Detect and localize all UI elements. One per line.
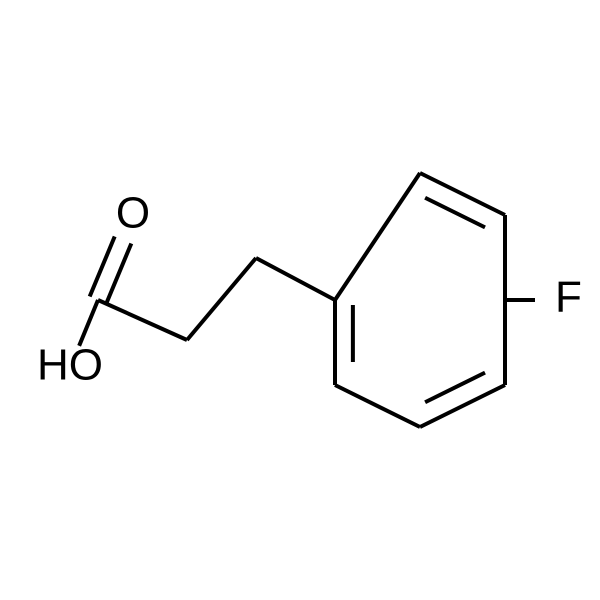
bond (420, 385, 505, 427)
atom-label-O1: O (116, 189, 150, 238)
bond (98, 300, 187, 340)
bond (335, 385, 420, 427)
bond (335, 173, 420, 300)
molecule-diagram: O HO F (0, 0, 600, 600)
bond (79, 300, 98, 346)
bond (420, 173, 505, 215)
atom-label-F1: F (555, 273, 582, 322)
bond (187, 258, 256, 340)
atom-label-O2: HO (37, 341, 103, 390)
bond (256, 258, 335, 300)
